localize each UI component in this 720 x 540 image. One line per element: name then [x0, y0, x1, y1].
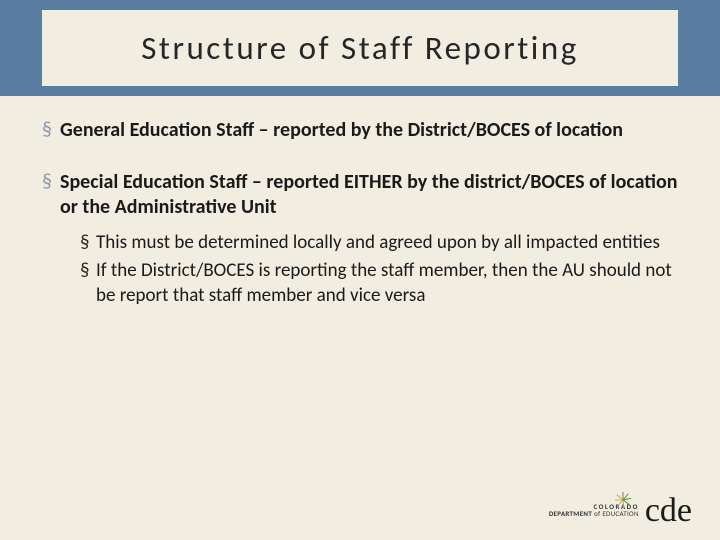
- logo-burst-icon: [614, 491, 632, 509]
- header-inner: Structure of Staff Reporting: [42, 10, 678, 86]
- logo-mark: c de: [645, 497, 692, 524]
- logo-letters-de: de: [660, 497, 692, 524]
- logo-letter-c: c: [645, 497, 660, 524]
- page-title: Structure of Staff Reporting: [141, 28, 579, 68]
- bullet-text: Special Education Staff – reported EITHE…: [60, 170, 677, 220]
- header-band: Structure of Staff Reporting: [0, 0, 720, 96]
- sub-bullet: If the District/BOCES is reporting the s…: [80, 259, 678, 308]
- content-area: General Education Staff – reported by th…: [42, 118, 678, 335]
- sub-bullet-group: This must be determined locally and agre…: [80, 231, 678, 309]
- bullet-general-education: General Education Staff – reported by th…: [42, 118, 678, 144]
- bullet-text: General Education Staff – reported by th…: [60, 118, 623, 142]
- sub-bullet: This must be determined locally and agre…: [80, 231, 678, 256]
- bullet-special-education: Special Education Staff – reported EITHE…: [42, 170, 678, 309]
- logo-line2: DEPARTMENT of EDUCATION: [549, 510, 639, 517]
- cde-logo: COLORADO DEPARTMENT of EDUCATION: [549, 497, 692, 524]
